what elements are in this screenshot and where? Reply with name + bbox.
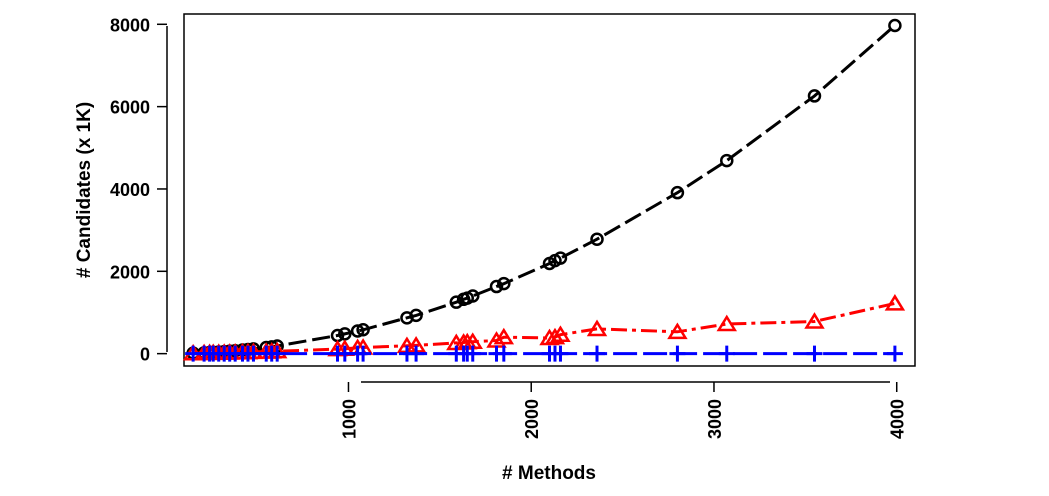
y-tick-label: 0 xyxy=(140,345,150,365)
x-tick-label: 4000 xyxy=(888,399,908,439)
data-point xyxy=(449,295,464,309)
data-point xyxy=(464,345,481,362)
series-2 xyxy=(182,294,906,361)
data-point xyxy=(718,345,735,362)
y-tick-label: 2000 xyxy=(110,262,150,282)
x-tick-label: 3000 xyxy=(705,399,725,439)
data-point xyxy=(670,185,685,200)
series-line xyxy=(193,24,896,355)
data-point xyxy=(667,322,688,340)
data-point xyxy=(590,232,604,246)
data-point xyxy=(589,345,606,362)
data-point xyxy=(552,345,569,362)
data-point xyxy=(465,289,480,303)
x-tick-label: 2000 xyxy=(522,399,542,439)
data-point xyxy=(716,314,738,332)
data-point xyxy=(888,18,902,33)
data-point xyxy=(355,345,372,362)
y-tick-label: 4000 xyxy=(110,180,150,200)
y-tick-label: 6000 xyxy=(110,98,150,118)
y-axis-title: # Candidates (x 1K) xyxy=(74,102,95,278)
data-point xyxy=(493,327,515,345)
data-point xyxy=(884,294,906,311)
data-point xyxy=(544,327,566,345)
data-point xyxy=(806,345,823,362)
series-line xyxy=(193,301,896,355)
data-point xyxy=(409,308,423,323)
y-tick-label: 8000 xyxy=(110,15,150,35)
series-3 xyxy=(185,345,903,362)
data-point xyxy=(489,279,504,294)
axes xyxy=(166,13,916,383)
data-point xyxy=(669,345,686,362)
data-point xyxy=(720,153,734,168)
x-tick-label: 1000 xyxy=(339,399,359,439)
data-point xyxy=(356,323,370,337)
data-point xyxy=(553,251,568,265)
data-point xyxy=(338,327,352,341)
data-point xyxy=(350,324,365,338)
data-point xyxy=(497,276,511,291)
data-point xyxy=(804,312,825,329)
ticks: 0 2000 4000 6000 8000 1000 2000 3000 4000 xyxy=(110,15,908,439)
data-point xyxy=(886,345,903,362)
series-1 xyxy=(186,18,902,360)
series-layer xyxy=(182,18,906,362)
data-point xyxy=(495,345,512,362)
x-axis-title: # Methods xyxy=(502,463,596,484)
plot-frame xyxy=(183,13,916,367)
data-point xyxy=(269,345,286,362)
data-point xyxy=(807,89,822,103)
data-point xyxy=(408,345,425,362)
data-point xyxy=(586,319,608,337)
data-point xyxy=(550,325,571,342)
